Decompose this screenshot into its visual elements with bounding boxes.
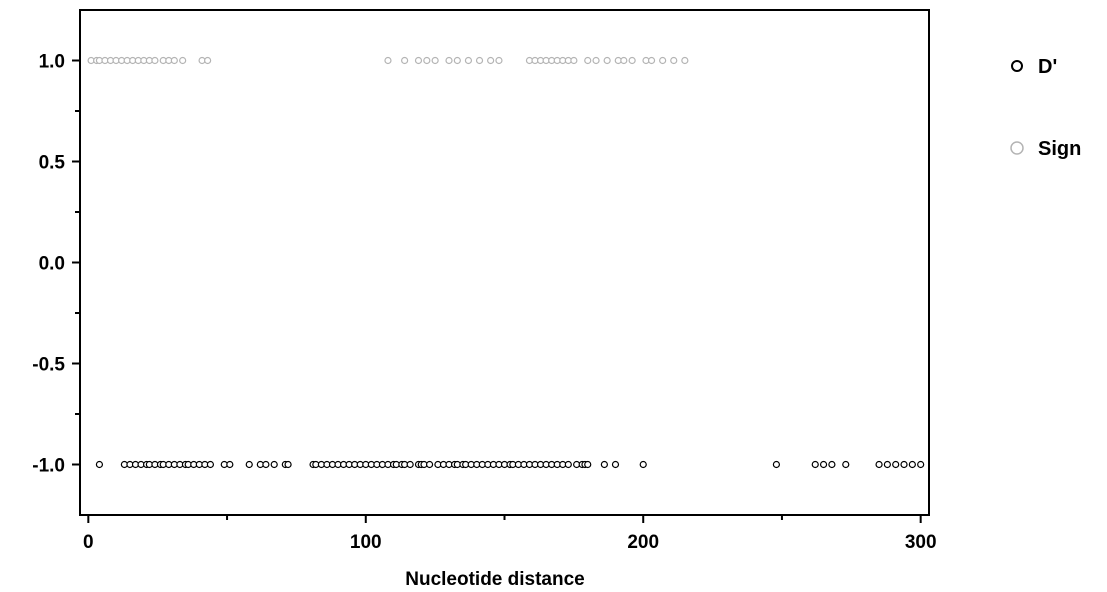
sign-point bbox=[659, 56, 667, 65]
dprime-point bbox=[908, 460, 916, 469]
y-tick-label: 0.0 bbox=[39, 254, 65, 275]
y-tick-label: 1.0 bbox=[39, 52, 65, 73]
sign-point bbox=[628, 56, 636, 65]
sign-point bbox=[431, 56, 439, 65]
sign-point bbox=[204, 56, 212, 65]
sign-point bbox=[603, 56, 611, 65]
dprime-point bbox=[639, 460, 647, 469]
dprime-point bbox=[584, 460, 592, 469]
sign-point bbox=[647, 56, 656, 65]
plot-frame bbox=[79, 9, 930, 516]
sign-point bbox=[584, 56, 592, 65]
dprime-point bbox=[842, 460, 850, 469]
dprime-point bbox=[883, 460, 891, 469]
dprime-point bbox=[811, 460, 819, 469]
legend-marker-dprime bbox=[1011, 60, 1023, 72]
legend-label-sign: Sign bbox=[1038, 138, 1081, 160]
sign-point bbox=[592, 56, 600, 65]
dprime-point bbox=[611, 460, 620, 469]
y-axis: 1.0 0.5 0.0 -0.5 -1.0 bbox=[32, 52, 80, 477]
sign-point bbox=[423, 56, 431, 65]
x-tick-label: 0 bbox=[83, 532, 94, 553]
series-sign bbox=[87, 56, 689, 65]
sign-point bbox=[570, 56, 578, 65]
dprime-point bbox=[564, 460, 572, 469]
dprime-point bbox=[828, 460, 836, 469]
dprime-point bbox=[917, 460, 925, 469]
sign-point bbox=[170, 56, 178, 65]
legend-label-dprime: D' bbox=[1038, 56, 1057, 78]
sign-point bbox=[620, 56, 628, 65]
sign-point bbox=[401, 56, 409, 65]
dprime-point bbox=[206, 460, 215, 469]
sign-point bbox=[495, 56, 503, 65]
x-tick-label: 300 bbox=[905, 532, 937, 553]
dprime-point bbox=[262, 460, 270, 469]
dprime-point bbox=[900, 460, 908, 469]
sign-point bbox=[681, 56, 689, 65]
sign-point bbox=[475, 56, 484, 65]
dprime-point bbox=[226, 460, 234, 469]
sign-point bbox=[384, 56, 392, 65]
dprime-point bbox=[95, 460, 104, 469]
dprime-point bbox=[406, 460, 414, 469]
dprime-point bbox=[425, 460, 434, 469]
data-points bbox=[87, 56, 925, 469]
dprime-point bbox=[284, 460, 292, 469]
sign-point bbox=[670, 56, 678, 65]
dprime-point bbox=[819, 460, 828, 469]
sign-point bbox=[445, 56, 453, 65]
y-tick-label: 0.5 bbox=[39, 153, 66, 174]
legend-marker-sign bbox=[1010, 141, 1024, 155]
dprime-point bbox=[270, 460, 278, 469]
x-tick-label: 200 bbox=[627, 532, 659, 553]
legend: D' Sign bbox=[1010, 56, 1081, 160]
sign-point bbox=[464, 56, 473, 65]
dprime-point bbox=[892, 460, 900, 469]
x-tick-label: 100 bbox=[350, 532, 382, 553]
x-axis: 0 100 200 300 bbox=[83, 515, 937, 553]
series-dprime bbox=[95, 460, 925, 469]
sign-point bbox=[487, 56, 495, 65]
dprime-point bbox=[245, 460, 253, 469]
dprime-point bbox=[600, 460, 608, 469]
y-tick-label: -0.5 bbox=[32, 355, 65, 376]
sign-point bbox=[414, 56, 423, 65]
x-axis-title: Nucleotide distance bbox=[405, 569, 585, 590]
dprime-point bbox=[772, 460, 781, 469]
sign-point bbox=[151, 56, 159, 65]
sign-point bbox=[179, 56, 187, 65]
sign-point bbox=[453, 56, 461, 65]
y-tick-label: -1.0 bbox=[32, 456, 65, 477]
dprime-point bbox=[875, 460, 883, 469]
